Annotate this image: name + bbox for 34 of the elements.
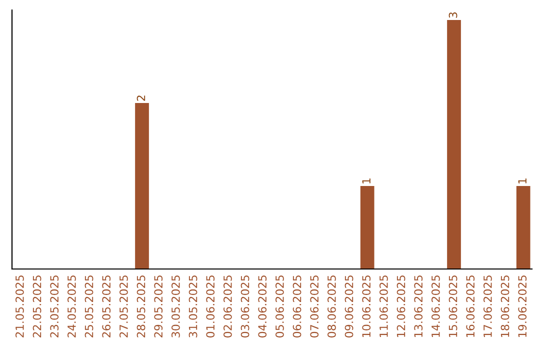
x-tick-label: 23.05.2025 — [50, 276, 59, 338]
x-tick-label: 24.05.2025 — [67, 276, 76, 338]
x-tick-label: 13.06.2025 — [414, 276, 423, 337]
x-tick-label: 19.06.2025 — [518, 276, 527, 337]
x-tick-label: 15.06.2025 — [448, 276, 458, 337]
x-tick-label: 28.05.2025 — [136, 276, 146, 338]
x-tick-label: 25.05.2025 — [84, 276, 94, 338]
x-tick-label: 01.06.2025 — [206, 276, 215, 338]
x-tick-label: 04.06.2025 — [258, 276, 267, 338]
x-tick-label: 27.05.2025 — [119, 276, 128, 338]
x-tick-label: 18.06.2025 — [500, 276, 510, 337]
x-tick-label: 05.06.2025 — [275, 276, 284, 338]
x-tick-label: 08.06.2025 — [327, 276, 336, 338]
x-tick-label: 31.05.2025 — [188, 276, 198, 338]
x-tick-label: 29.05.2025 — [154, 276, 163, 338]
data-label: 1 — [518, 178, 526, 184]
data-label: 3 — [448, 12, 458, 18]
x-tick-label: 03.06.2025 — [240, 276, 250, 338]
x-tick-label: 30.05.2025 — [171, 276, 180, 338]
x-tick-label: 16.06.2025 — [466, 276, 475, 337]
x-tick-label: 12.06.2025 — [396, 276, 406, 337]
x-tick-label: 10.06.2025 — [362, 276, 371, 337]
x-tick-label: 07.06.2025 — [310, 276, 319, 338]
x-tick-label: 17.06.2025 — [483, 276, 492, 337]
data-label: 2 — [136, 96, 146, 101]
x-tick-label: 21.05.2025 — [15, 276, 24, 338]
x-tick-label: 14.06.2025 — [431, 276, 440, 337]
x-tick-label: 11.06.2025 — [379, 276, 388, 337]
x-tick-label: 02.06.2025 — [223, 276, 232, 338]
data-label: 1 — [362, 178, 370, 184]
x-tick-label: 06.06.2025 — [292, 276, 302, 338]
x-tick-label: 26.05.2025 — [102, 276, 111, 338]
x-tick-label: 22.05.2025 — [32, 276, 42, 338]
x-tick-label: 09.06.2025 — [344, 276, 354, 338]
